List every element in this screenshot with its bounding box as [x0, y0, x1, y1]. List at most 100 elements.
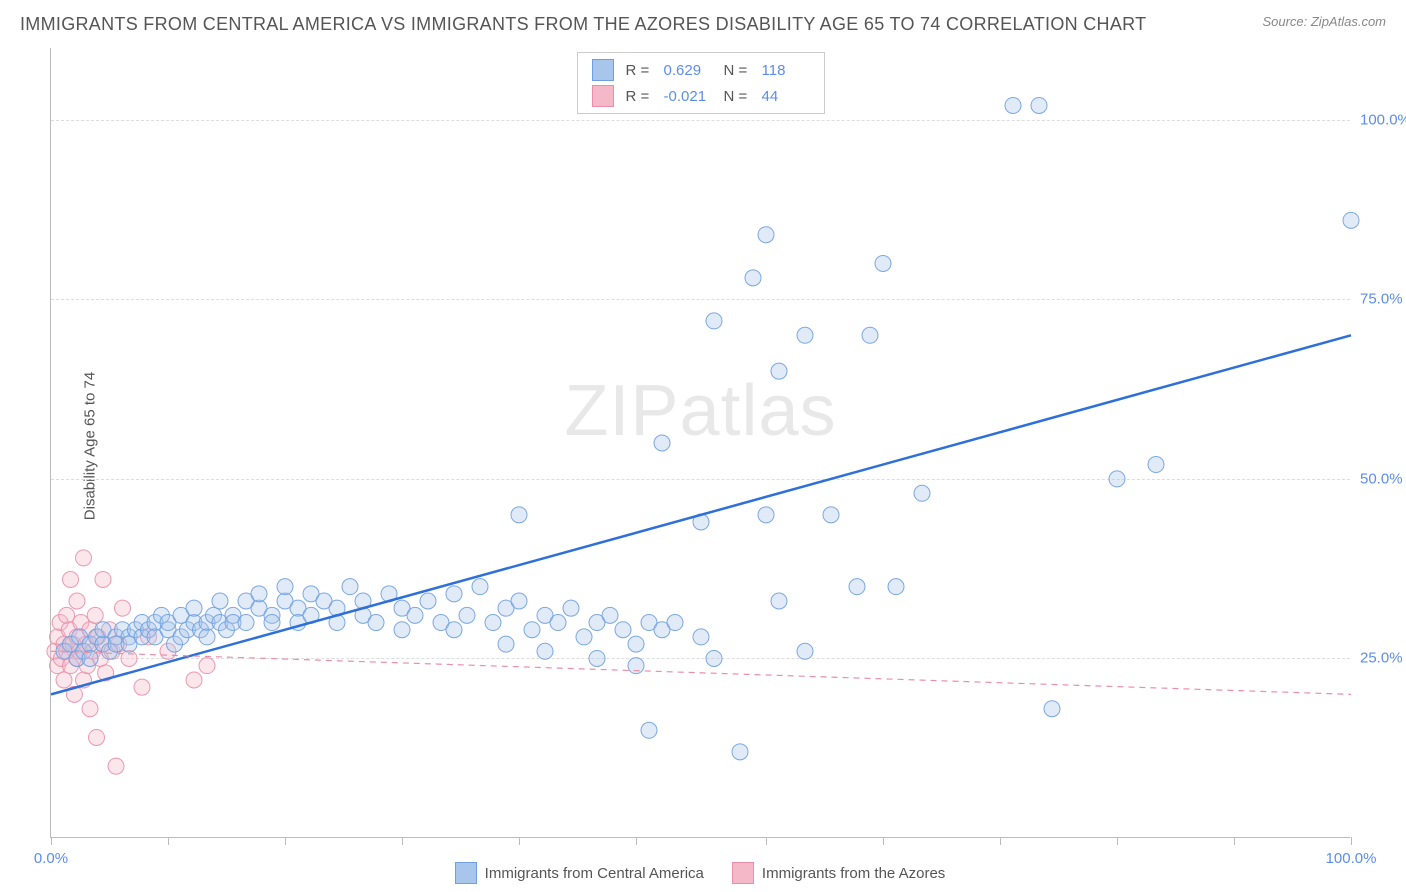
legend-n-prefix: N = — [724, 62, 750, 79]
data-point-central_america — [888, 579, 904, 595]
data-point-central_america — [641, 722, 657, 738]
data-point-central_america — [797, 643, 813, 659]
data-point-central_america — [849, 579, 865, 595]
legend-r-prefix: R = — [626, 62, 652, 79]
x-tick — [766, 837, 767, 845]
data-point-central_america — [914, 485, 930, 501]
chart-plot-area: 25.0%50.0%75.0%100.0% ZIPatlas R = 0.629… — [50, 48, 1350, 838]
data-point-central_america — [264, 615, 280, 631]
legend-row-series-1: R = 0.629 N = 118 — [578, 57, 824, 83]
x-tick — [1234, 837, 1235, 845]
data-point-central_america — [732, 744, 748, 760]
legend-n-prefix: N = — [724, 88, 750, 105]
data-point-central_america — [524, 622, 540, 638]
data-point-central_america — [797, 327, 813, 343]
y-tick-label: 75.0% — [1360, 291, 1406, 308]
data-point-central_america — [199, 629, 215, 645]
data-point-central_america — [1005, 97, 1021, 113]
data-point-azores — [121, 650, 137, 666]
data-point-azores — [87, 607, 103, 623]
data-point-central_america — [251, 586, 267, 602]
data-point-central_america — [472, 579, 488, 595]
data-point-central_america — [706, 650, 722, 666]
data-point-central_america — [771, 363, 787, 379]
legend-label-2: Immigrants from the Azores — [762, 865, 945, 882]
x-tick — [1351, 837, 1352, 845]
legend-r-prefix: R = — [626, 88, 652, 105]
source-attribution: Source: ZipAtlas.com — [1262, 14, 1386, 29]
data-point-central_america — [550, 615, 566, 631]
legend-label-1: Immigrants from Central America — [485, 865, 704, 882]
data-point-central_america — [589, 650, 605, 666]
data-point-central_america — [1148, 457, 1164, 473]
data-point-central_america — [342, 579, 358, 595]
x-tick — [519, 837, 520, 845]
data-point-central_america — [1109, 471, 1125, 487]
data-point-azores — [108, 758, 124, 774]
data-point-central_america — [758, 507, 774, 523]
legend-swatch-pink — [732, 862, 754, 884]
data-point-central_america — [277, 579, 293, 595]
y-tick-label: 100.0% — [1360, 111, 1406, 128]
x-tick — [636, 837, 637, 845]
data-point-central_america — [238, 615, 254, 631]
data-point-central_america — [693, 629, 709, 645]
data-point-central_america — [667, 615, 683, 631]
x-tick — [285, 837, 286, 845]
data-point-azores — [186, 672, 202, 688]
x-tick — [883, 837, 884, 845]
data-point-central_america — [511, 507, 527, 523]
data-point-central_america — [446, 622, 462, 638]
legend-swatch-blue — [592, 59, 614, 81]
data-point-central_america — [706, 313, 722, 329]
data-point-central_america — [823, 507, 839, 523]
legend-swatch-pink — [592, 85, 614, 107]
data-point-azores — [115, 600, 131, 616]
data-point-central_america — [628, 636, 644, 652]
data-point-central_america — [771, 593, 787, 609]
data-point-central_america — [537, 643, 553, 659]
correlation-legend: R = 0.629 N = 118 R = -0.021 N = 44 — [577, 52, 825, 114]
scatter-plot-svg — [51, 48, 1350, 837]
data-point-central_america — [498, 636, 514, 652]
legend-r-value-1: 0.629 — [664, 62, 712, 79]
data-point-azores — [69, 593, 85, 609]
data-point-central_america — [485, 615, 501, 631]
data-point-central_america — [1044, 701, 1060, 717]
x-tick — [51, 837, 52, 845]
data-point-central_america — [446, 586, 462, 602]
legend-n-value-2: 44 — [762, 88, 810, 105]
x-tick — [168, 837, 169, 845]
legend-n-value-1: 118 — [762, 62, 810, 79]
data-point-azores — [76, 550, 92, 566]
x-tick — [1117, 837, 1118, 845]
data-point-azores — [82, 701, 98, 717]
data-point-central_america — [394, 622, 410, 638]
series-legend: Immigrants from Central America Immigran… — [50, 862, 1350, 884]
data-point-central_america — [407, 607, 423, 623]
data-point-azores — [63, 571, 79, 587]
data-point-azores — [134, 679, 150, 695]
legend-item-central-america: Immigrants from Central America — [455, 862, 704, 884]
data-point-central_america — [1343, 212, 1359, 228]
legend-row-series-2: R = -0.021 N = 44 — [578, 83, 824, 109]
data-point-central_america — [459, 607, 475, 623]
data-point-central_america — [576, 629, 592, 645]
legend-r-value-2: -0.021 — [664, 88, 712, 105]
data-point-central_america — [615, 622, 631, 638]
data-point-central_america — [875, 255, 891, 271]
data-point-central_america — [420, 593, 436, 609]
trend-line-azores — [51, 651, 1351, 694]
data-point-azores — [199, 658, 215, 674]
x-tick — [1000, 837, 1001, 845]
data-point-azores — [89, 729, 105, 745]
data-point-azores — [59, 607, 75, 623]
legend-item-azores: Immigrants from the Azores — [732, 862, 945, 884]
chart-title: IMMIGRANTS FROM CENTRAL AMERICA VS IMMIG… — [20, 14, 1146, 35]
data-point-central_america — [758, 227, 774, 243]
y-tick-label: 50.0% — [1360, 470, 1406, 487]
data-point-central_america — [1031, 97, 1047, 113]
y-tick-label: 25.0% — [1360, 650, 1406, 667]
data-point-central_america — [368, 615, 384, 631]
legend-swatch-blue — [455, 862, 477, 884]
